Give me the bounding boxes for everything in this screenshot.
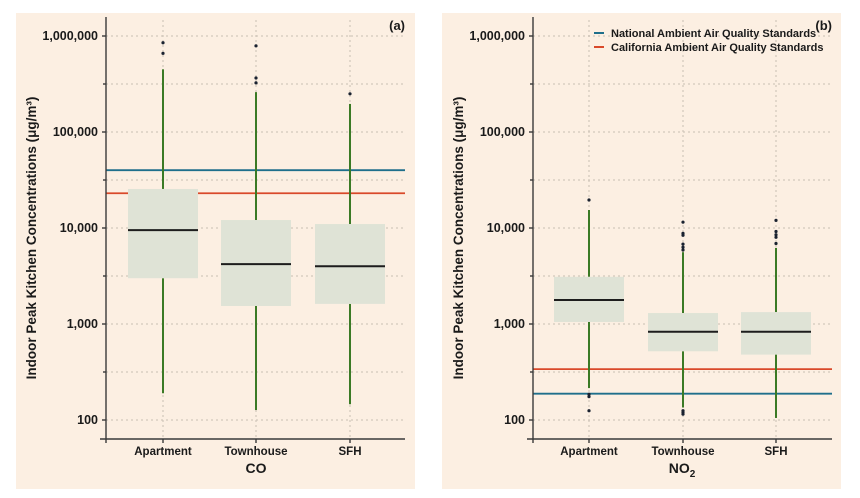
panel-co: 100 1,000 10,000 100,000 1,000,000 Apartment T…	[16, 13, 415, 489]
outlier-point	[587, 409, 591, 413]
box-plots	[554, 198, 811, 418]
outlier-point	[254, 81, 258, 85]
legend-label-naaqs: National Ambient Air Quality Standards	[611, 28, 816, 40]
x-tick-label: Townhouse	[651, 446, 714, 458]
outlier-point	[774, 229, 778, 234]
y-axis-label: Indoor Peak Kitchen Concentrations (μg/m…	[451, 97, 466, 380]
box-plots	[128, 41, 385, 411]
y-tick-label: 100,000	[480, 125, 525, 139]
iqr-box	[128, 188, 198, 279]
box-plot-apartment	[554, 198, 624, 413]
x-tick-label: SFH	[765, 446, 788, 458]
outlier-point	[348, 92, 352, 96]
y-tick-label: 1,000,000	[42, 29, 98, 43]
outlier-point	[254, 44, 258, 48]
outlier-point	[774, 235, 778, 239]
outlier-point	[681, 248, 685, 252]
box-plot-apartment	[128, 41, 198, 394]
outlier-point	[161, 51, 165, 55]
outlier-point	[681, 242, 685, 246]
box-plot-townhouse	[648, 220, 718, 416]
y-tick-label: 1,000	[494, 317, 525, 331]
panel-tag: (a)	[389, 18, 405, 33]
x-tick-label: Townhouse	[224, 446, 287, 458]
legend: National Ambient Air Quality Standards C…	[594, 28, 824, 54]
x-axis-label: CO	[246, 460, 267, 476]
iqr-box	[221, 220, 291, 306]
panel-tag: (b)	[815, 18, 832, 33]
x-axis-label-subscript: 2	[690, 469, 696, 480]
outlier-point	[254, 76, 258, 80]
axes: 100 1,000 10,000 100,000 1,000,000 Apartment T…	[469, 17, 832, 458]
outlier-point	[681, 245, 685, 249]
y-tick-label: 100	[77, 413, 98, 427]
outlier-point	[161, 41, 165, 45]
box-plot-sfh	[315, 92, 385, 405]
outlier-point	[774, 233, 778, 237]
y-tick-label: 1,000,000	[469, 29, 525, 43]
axes: 100 1,000 10,000 100,000 1,000,000 Apartment T…	[42, 17, 405, 458]
box-plot-sfh	[741, 218, 811, 418]
outlier-point	[774, 218, 778, 222]
y-axis-label: Indoor Peak Kitchen Concentrations (μg/m…	[24, 97, 39, 380]
x-tick-label: Apartment	[134, 446, 192, 458]
legend-label-caaqs: California Ambient Air Quality Standards	[611, 42, 824, 54]
outlier-point	[774, 241, 778, 246]
y-tick-label: 10,000	[60, 221, 98, 235]
panel-background	[442, 13, 841, 489]
outlier-point	[681, 409, 685, 413]
outlier-point	[587, 392, 591, 396]
x-tick-label: SFH	[339, 446, 362, 458]
outlier-point	[587, 198, 591, 202]
x-tick-label: Apartment	[560, 446, 618, 458]
y-tick-label: 1,000	[67, 317, 98, 331]
y-tick-label: 100	[504, 413, 525, 427]
iqr-box	[315, 224, 385, 304]
x-axis-label-main: NO	[669, 460, 690, 476]
y-tick-label: 100,000	[53, 125, 98, 139]
outlier-point	[587, 395, 591, 399]
iqr-box	[741, 312, 811, 355]
x-axis-label: NO2	[669, 460, 696, 480]
box-plot-townhouse	[221, 44, 291, 411]
panel-no2: 100 1,000 10,000 100,000 1,000,000 Apartment T…	[442, 13, 841, 489]
outlier-point	[681, 231, 685, 235]
y-tick-label: 10,000	[487, 221, 525, 235]
outlier-point	[681, 220, 685, 224]
